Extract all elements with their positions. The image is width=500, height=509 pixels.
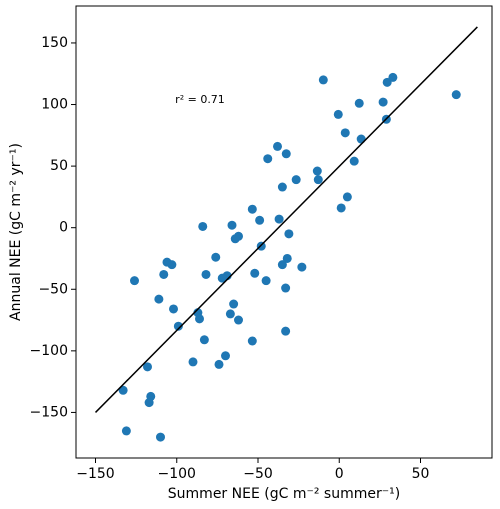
- data-point: [281, 149, 291, 159]
- data-point: [313, 175, 323, 185]
- data-point: [198, 221, 208, 231]
- x-tick-label: 0: [335, 466, 344, 482]
- data-point: [281, 283, 291, 293]
- data-point: [255, 215, 265, 225]
- data-point: [250, 268, 260, 278]
- y-tick-label: 100: [41, 97, 68, 113]
- data-point: [291, 175, 301, 185]
- data-point: [263, 154, 273, 164]
- data-point: [247, 336, 257, 346]
- y-tick-label: −150: [30, 404, 68, 420]
- x-tick-label: 50: [412, 466, 430, 482]
- data-point: [312, 166, 322, 176]
- data-point: [261, 276, 271, 286]
- data-point: [349, 156, 359, 166]
- x-tick-label: −100: [158, 466, 196, 482]
- data-point: [388, 72, 398, 82]
- plot-frame: [75, 5, 493, 459]
- y-tick-label: 50: [50, 158, 68, 174]
- x-axis-label: Summer NEE (gC m⁻² summer⁻¹): [168, 486, 400, 502]
- y-tick-label: −100: [30, 343, 68, 359]
- data-point: [274, 214, 284, 224]
- data-point: [217, 273, 227, 283]
- data-point: [188, 357, 198, 367]
- data-point: [225, 309, 235, 319]
- data-point: [144, 398, 154, 408]
- data-point: [318, 75, 328, 85]
- data-point: [234, 315, 243, 325]
- data-point: [121, 426, 131, 436]
- data-point: [211, 252, 221, 262]
- data-point: [247, 204, 257, 214]
- data-point: [277, 260, 287, 270]
- data-point: [154, 294, 164, 304]
- data-point: [281, 326, 291, 336]
- x-tick-label: −50: [243, 466, 273, 482]
- data-point: [159, 269, 169, 279]
- data-point: [143, 362, 152, 372]
- y-tick-label: 150: [41, 35, 68, 51]
- data-point: [201, 269, 211, 279]
- data-point: [195, 314, 204, 324]
- y-axis-label: Annual NEE (gC m⁻² yr⁻¹): [8, 143, 24, 321]
- data-point: [130, 276, 139, 286]
- y-tick-label: −50: [38, 281, 68, 297]
- data-point: [199, 335, 209, 345]
- data-point: [221, 351, 230, 361]
- data-point: [156, 432, 165, 442]
- data-point: [169, 304, 178, 314]
- data-point: [297, 262, 307, 272]
- data-point: [333, 109, 343, 119]
- data-point: [277, 182, 287, 192]
- data-point: [173, 321, 183, 331]
- y-tick-label: 0: [59, 220, 68, 236]
- data-point: [451, 90, 461, 100]
- data-point: [227, 220, 237, 230]
- data-point: [118, 385, 128, 395]
- data-point: [284, 229, 294, 239]
- data-point: [354, 98, 364, 108]
- fit-line: [94, 26, 478, 413]
- x-tick-label: −150: [76, 466, 114, 482]
- data-point: [378, 97, 388, 107]
- data-point: [356, 134, 366, 144]
- data-point: [214, 359, 224, 369]
- data-point: [273, 141, 282, 151]
- data-point: [230, 234, 240, 244]
- data-point: [340, 128, 350, 138]
- data-point: [167, 260, 177, 270]
- data-point: [282, 253, 292, 263]
- annotation: r² = 0.71: [175, 93, 225, 106]
- data-point: [229, 299, 239, 309]
- data-point: [336, 203, 346, 213]
- data-point: [342, 192, 352, 202]
